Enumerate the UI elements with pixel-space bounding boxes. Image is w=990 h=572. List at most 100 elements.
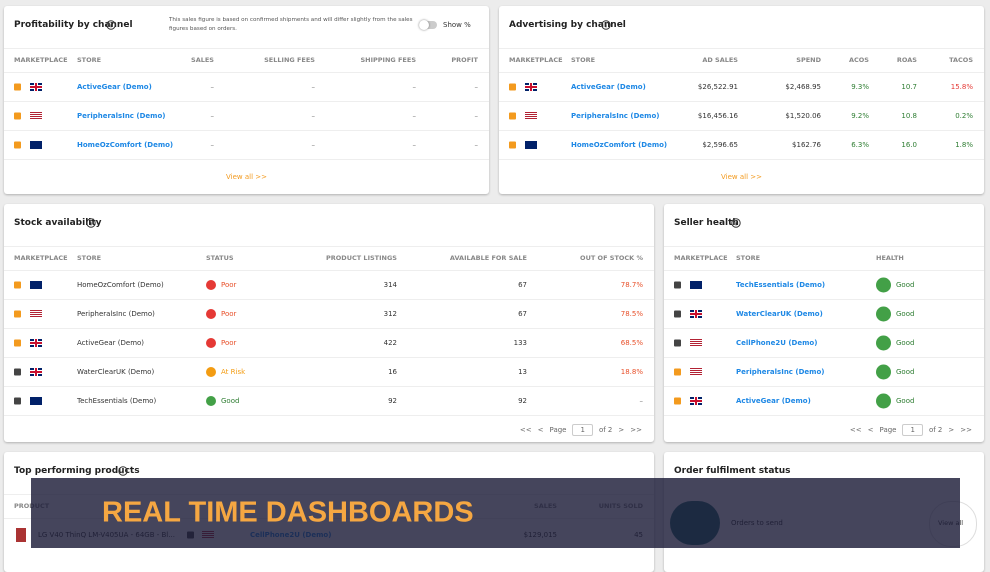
table-cell: 314	[383, 280, 397, 289]
country-flag	[30, 309, 42, 318]
table-cell: 312	[383, 309, 397, 318]
marketplace-icon	[14, 141, 21, 148]
view-all-link[interactable]: View all >>	[721, 173, 762, 181]
info-icon[interactable]	[86, 218, 96, 228]
info-icon[interactable]	[106, 20, 116, 30]
table-cell[interactable]: CellPhone2U (Demo)	[736, 338, 818, 347]
pagination-prev[interactable]: <	[537, 426, 544, 434]
pagination-first[interactable]: <<	[849, 426, 862, 434]
column-header: MARKETPLACE	[14, 254, 68, 262]
table-cell[interactable]: ActiveGear (Demo)	[571, 82, 646, 91]
table-cell: WaterClearUK (Demo)	[77, 367, 155, 376]
country-flag	[690, 280, 702, 289]
table-cell[interactable]: TechEssentials (Demo)	[736, 280, 826, 289]
pagination-next[interactable]: >	[948, 426, 955, 434]
table-cell: Good	[896, 396, 915, 405]
country-flag	[525, 140, 537, 149]
table-cell: $26,522.91	[697, 82, 738, 91]
pagination-last[interactable]: >>	[960, 426, 972, 434]
table-cell: –	[210, 111, 215, 120]
table-cell: –	[639, 396, 644, 405]
table-row	[664, 270, 984, 300]
table-cell[interactable]: ActiveGear (Demo)	[77, 82, 152, 91]
marketplace-icon	[674, 368, 681, 375]
column-header: STORE	[77, 254, 102, 262]
info-icon[interactable]	[118, 466, 128, 476]
header-border	[664, 270, 984, 271]
table-cell: 1.8%	[955, 140, 973, 149]
pagination-page[interactable]: 1	[902, 424, 923, 436]
table-cell[interactable]: PeripheralsInc (Demo)	[77, 111, 166, 120]
pagination-page-label: Page	[549, 426, 567, 434]
table-cell: $16,456.16	[697, 111, 738, 120]
column-header: MARKETPLACE	[674, 254, 728, 262]
table-cell[interactable]: PeripheralsInc (Demo)	[571, 111, 660, 120]
table-cell: 78.5%	[620, 309, 643, 318]
header-border	[4, 48, 489, 49]
table-cell: –	[311, 111, 316, 120]
pagination-next[interactable]: >	[618, 426, 625, 434]
product-image	[16, 528, 26, 542]
health-dot	[876, 393, 891, 408]
table-row	[4, 299, 654, 329]
pagination-page-label: Page	[879, 426, 897, 434]
country-flag	[30, 396, 42, 405]
table-row	[4, 328, 654, 358]
table-cell: 92	[518, 396, 527, 405]
table-cell: –	[412, 140, 417, 149]
country-flag	[525, 82, 537, 91]
table-cell: HomeOzComfort (Demo)	[77, 280, 164, 289]
sales-note: This sales figure is based on confirmed …	[169, 17, 413, 32]
pagination-first[interactable]: <<	[519, 426, 532, 434]
table-cell: 6.3%	[851, 140, 869, 149]
table-cell: $2,596.65	[702, 140, 738, 149]
table-cell: TechEssentials (Demo)	[77, 396, 157, 405]
pagination: << < Page 1 of 2 > >>	[850, 424, 972, 436]
pagination-prev[interactable]: <	[867, 426, 874, 434]
info-icon[interactable]	[601, 20, 611, 30]
marketplace-icon	[509, 112, 516, 119]
pagination-last[interactable]: >>	[630, 426, 642, 434]
column-header: SALES	[191, 56, 214, 64]
header-border	[4, 72, 489, 73]
pagination-page[interactable]: 1	[572, 424, 593, 436]
table-cell: Good	[896, 309, 915, 318]
table-row	[4, 386, 654, 416]
column-header: SELLING FEES	[264, 56, 315, 64]
table-row	[4, 72, 489, 102]
table-cell[interactable]: HomeOzComfort (Demo)	[77, 140, 174, 149]
marketplace-icon	[674, 310, 681, 317]
table-row	[664, 299, 984, 329]
country-flag	[690, 309, 702, 318]
card-title: Order fulfilment status	[674, 466, 791, 476]
table-cell: 9.2%	[851, 111, 869, 120]
table-cell[interactable]: WaterClearUK (Demo)	[736, 309, 823, 318]
table-cell: $1,520.06	[785, 111, 821, 120]
column-header: STORE	[571, 56, 596, 64]
marketplace-icon	[674, 281, 681, 288]
table-cell[interactable]: ActiveGear (Demo)	[736, 396, 811, 405]
column-header: AD SALES	[702, 56, 738, 64]
health-dot	[876, 306, 891, 321]
table-cell: 92	[388, 396, 397, 405]
table-cell: –	[210, 82, 215, 91]
info-icon[interactable]	[731, 218, 741, 228]
table-cell: ActiveGear (Demo)	[77, 338, 145, 347]
health-dot	[876, 335, 891, 350]
table-row	[499, 72, 984, 102]
table-cell[interactable]: HomeOzComfort (Demo)	[571, 140, 668, 149]
column-header: STORE	[736, 254, 761, 262]
column-header: MARKETPLACE	[509, 56, 563, 64]
table-cell[interactable]: PeripheralsInc (Demo)	[736, 367, 825, 376]
column-header: ACOS	[848, 56, 869, 64]
table-cell: –	[210, 140, 215, 149]
table-row	[4, 357, 654, 387]
column-header: SHIPPING FEES	[360, 56, 416, 64]
marketplace-icon	[14, 397, 21, 404]
table-row	[664, 357, 984, 387]
column-header: HEALTH	[876, 254, 904, 262]
status-dot	[206, 279, 216, 290]
country-flag	[525, 111, 537, 120]
column-header: PRODUCT LISTINGS	[326, 254, 397, 262]
view-all-link[interactable]: View all >>	[226, 173, 267, 181]
